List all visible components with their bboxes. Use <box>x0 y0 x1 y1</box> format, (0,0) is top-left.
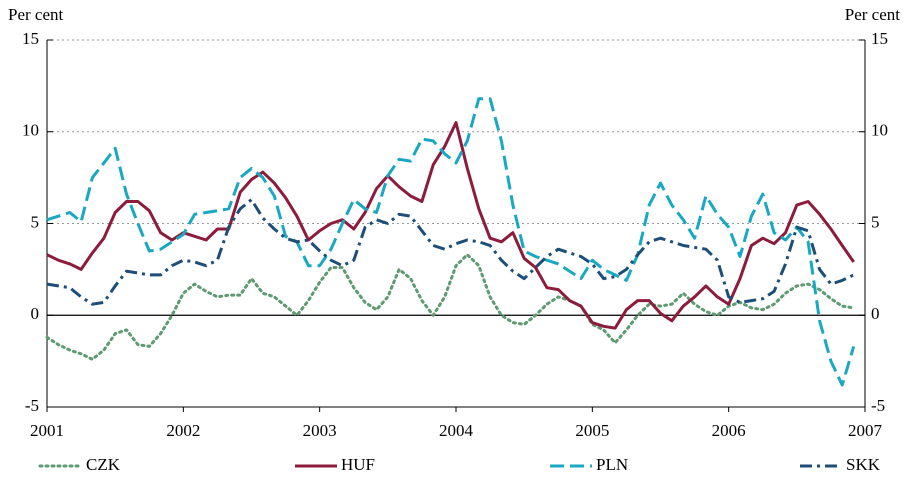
series-line <box>45 253 856 361</box>
x-tick-label: 2005 <box>575 421 609 440</box>
x-tick-label: 2006 <box>712 421 746 440</box>
series-line <box>46 121 855 330</box>
y2-tick-label: 0 <box>871 304 880 323</box>
x-tick-label: 2007 <box>848 421 883 440</box>
legend-label: CZK <box>86 455 121 474</box>
x-tick-label: 2004 <box>439 421 474 440</box>
y2-tick-label: 15 <box>871 29 888 48</box>
y-tick-label: 5 <box>31 212 40 231</box>
y-tick-label: -5 <box>25 396 39 415</box>
y-tick-label: 15 <box>22 29 39 48</box>
y2-tick-label: -5 <box>871 396 885 415</box>
y-tick-label: 10 <box>22 121 39 140</box>
y2-tick-label: 10 <box>871 121 888 140</box>
legend-label: HUF <box>341 455 375 474</box>
legend-label: SKK <box>846 455 881 474</box>
legend-label: PLN <box>596 455 628 474</box>
series-line <box>46 198 855 306</box>
y2-tick-label: 5 <box>871 212 880 231</box>
x-tick-label: 2003 <box>303 421 337 440</box>
y-axis-label: Per cent <box>8 5 64 24</box>
y2-axis-label: Per cent <box>845 5 901 24</box>
x-tick-label: 2001 <box>30 421 64 440</box>
y-tick-label: 0 <box>31 304 40 323</box>
x-tick-label: 2002 <box>166 421 200 440</box>
series-line <box>46 97 856 387</box>
